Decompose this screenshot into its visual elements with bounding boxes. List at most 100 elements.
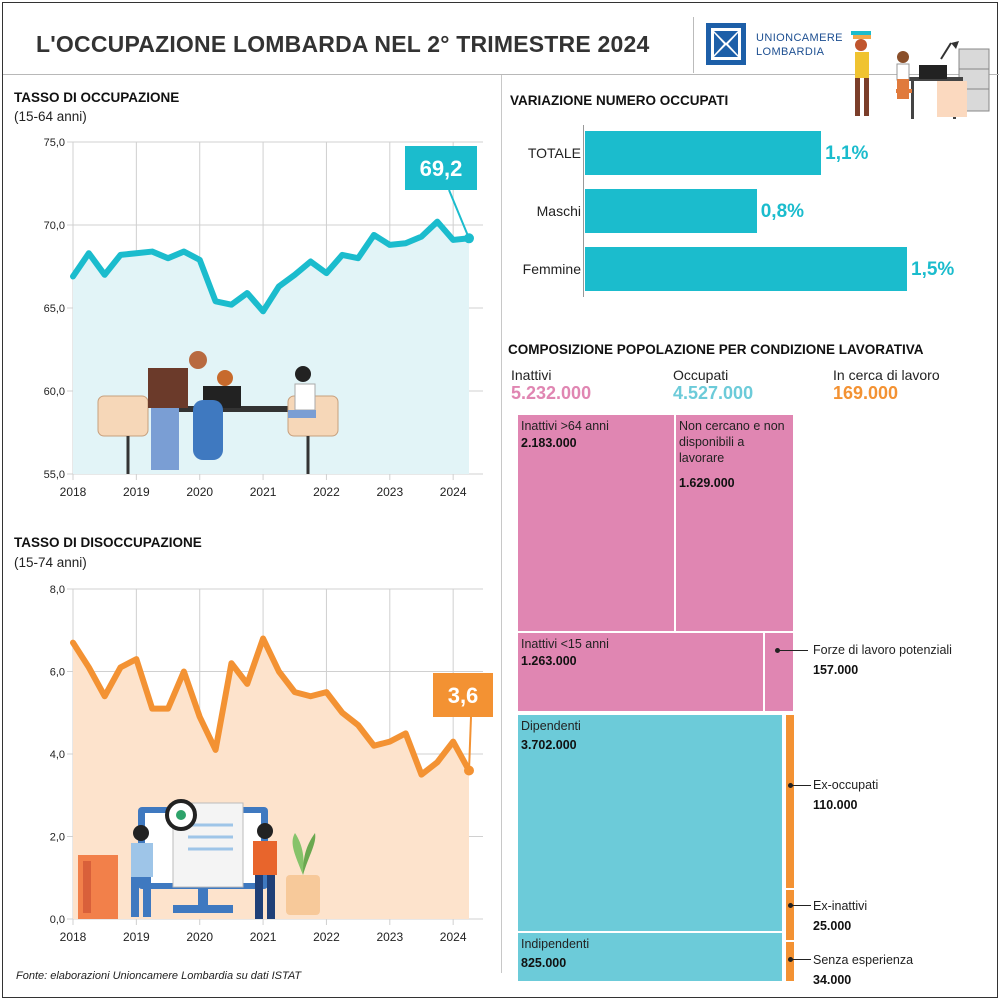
header: L'OCCUPAZIONE LOMBARDA NEL 2° TRIMESTRE … [3,3,999,119]
x-tick-label: 2020 [186,485,213,499]
side-label-ex-inattivi: Ex-inattivi [813,899,868,913]
cell-label: Inattivi >64 anni [521,419,609,433]
employment-chart-title: TASSO DI OCCUPAZIONE [14,90,180,105]
leader-dot [775,648,780,653]
variation-chart-title: VARIAZIONE NUMERO OCCUPATI [510,93,729,108]
employment-chart-subtitle: (15-64 anni) [14,109,87,124]
x-tick-label: 2020 [186,930,213,944]
bar-value-label: 0,8% [760,201,805,222]
treemap-cell-forze-lavoro-potenziali [765,633,793,711]
callout-value: 3,6 [448,683,479,708]
leader-line [778,650,808,651]
cell-value: 825.000 [521,956,567,970]
side-value-ex-occupati: 110.000 [813,798,858,812]
legend-occupati-label: Occupati [673,367,729,383]
x-tick-label: 2021 [250,930,277,944]
header-divider [693,17,694,73]
side-label-senza-esperienza: Senza esperienza [813,953,914,967]
bar-category-label: TOTALE [527,145,581,161]
side-label-forze-lavoro: Forze di lavoro potenziali [813,643,952,657]
y-tick-label: 75,0 [44,137,65,149]
treemap-cell-non-cercano: Non cercano e non disponibili a lavorare… [676,415,793,631]
cell-label: Non cercano e non disponibili a lavorare [679,419,785,465]
bar [585,131,822,175]
treemap-cell-dipendenti: Dipendenti 3.702.000 [518,715,782,931]
x-tick-label: 2018 [60,485,87,499]
leader-dot [788,903,793,908]
callout-leader [468,716,472,771]
treemap-cell-inattivi-under-15: Inattivi <15 anni 1.263.000 [518,633,763,711]
cell-value: 2.183.000 [521,436,577,450]
x-tick-label: 2019 [123,930,150,944]
bar-value-label: 1,5% [911,259,955,280]
leader-line [791,959,811,960]
leader-dot [788,957,793,962]
job-search-illustration [78,799,320,919]
y-tick-label: 4,0 [50,749,65,761]
cell-value: 1.263.000 [521,654,577,668]
x-tick-label: 2018 [60,930,87,944]
y-tick-label: 60,0 [44,386,65,398]
column-divider [501,75,502,973]
side-label-ex-occupati: Ex-occupati [813,778,879,792]
side-value-senza-esperienza: 34.000 [813,973,852,987]
treemap-cell-ex-occupati [786,715,794,888]
y-tick-label: 70,0 [44,220,65,232]
cell-label: Dipendenti [521,719,581,733]
cell-label: Inattivi <15 anni [521,637,609,651]
legend-in-cerca-value: 169.000 [833,383,899,403]
logo-line-1: UNIONCAMERE [756,32,843,44]
x-tick-label: 2024 [440,485,467,499]
callout-leader [448,189,470,239]
treemap-cell-indipendenti: Indipendenti 825.000 [518,933,782,981]
leader-line [791,905,811,906]
side-value-forze-lavoro: 157.000 [813,663,859,677]
cell-label: Indipendenti [521,937,590,951]
y-tick-label: 6,0 [50,667,65,679]
bar [585,247,907,291]
series-line [70,635,472,778]
legend-inattivi-value: 5.232.000 [511,383,592,403]
callout-box [405,146,477,190]
unemployment-chart-title: TASSO DI DISOCCUPAZIONE [14,535,202,550]
unemployment-chart-subtitle: (15-74 anni) [14,555,87,570]
bar-category-label: Femmine [522,261,581,277]
treemap-cell-inattivi-over-64: Inattivi >64 anni 2.183.000 [518,415,674,631]
x-tick-label: 2023 [376,930,403,944]
cell-value: 1.629.000 [679,476,735,490]
cell-value: 3.702.000 [521,738,577,752]
source-note: Fonte: elaborazioni Unioncamere Lombardi… [16,970,302,982]
treemap-cell-ex-inattivi [786,890,794,940]
x-tick-label: 2024 [440,930,467,944]
page-title: L'OCCUPAZIONE LOMBARDA NEL 2° TRIMESTRE … [36,31,650,57]
legend-in-cerca-label: In cerca di lavoro [833,367,940,383]
legend-occupati-value: 4.527.000 [673,383,754,403]
employment-rate-chart: 75,0 70,0 65,0 60,0 55,0 2018 2019 2020 2021 2022… [44,137,483,499]
x-tick-label: 2023 [376,485,403,499]
x-tick-label: 2022 [313,485,340,499]
series-line [70,218,472,315]
logo-text: UNIONCAMERE LOMBARDIA [756,31,843,59]
leader-line [791,785,811,786]
x-tick-label: 2021 [250,485,277,499]
office-workers-illustration [851,31,990,119]
unioncamere-logo-icon [706,23,746,65]
y-tick-label: 0,0 [50,914,65,926]
bar [585,189,757,233]
x-tick-label: 2019 [123,485,150,499]
office-meeting-illustration [97,351,339,474]
y-tick-label: 55,0 [44,469,65,481]
side-value-ex-inattivi: 25.000 [813,919,852,933]
x-tick-label: 2022 [313,930,340,944]
bar-axis [583,125,584,297]
logo-line-2: LOMBARDIA [756,46,825,58]
y-tick-label: 2,0 [50,832,65,844]
leader-dot [788,783,793,788]
callout-value: 69,2 [420,156,463,181]
callout-box [433,673,493,717]
legend-inattivi-label: Inattivi [511,367,552,383]
bar-category-label: Maschi [536,203,581,219]
unemployment-rate-chart: 8,0 6,0 4,0 2,0 0,0 2018 2019 2020 2021 2022 2023 2… [50,584,493,944]
y-tick-label: 8,0 [50,584,65,596]
